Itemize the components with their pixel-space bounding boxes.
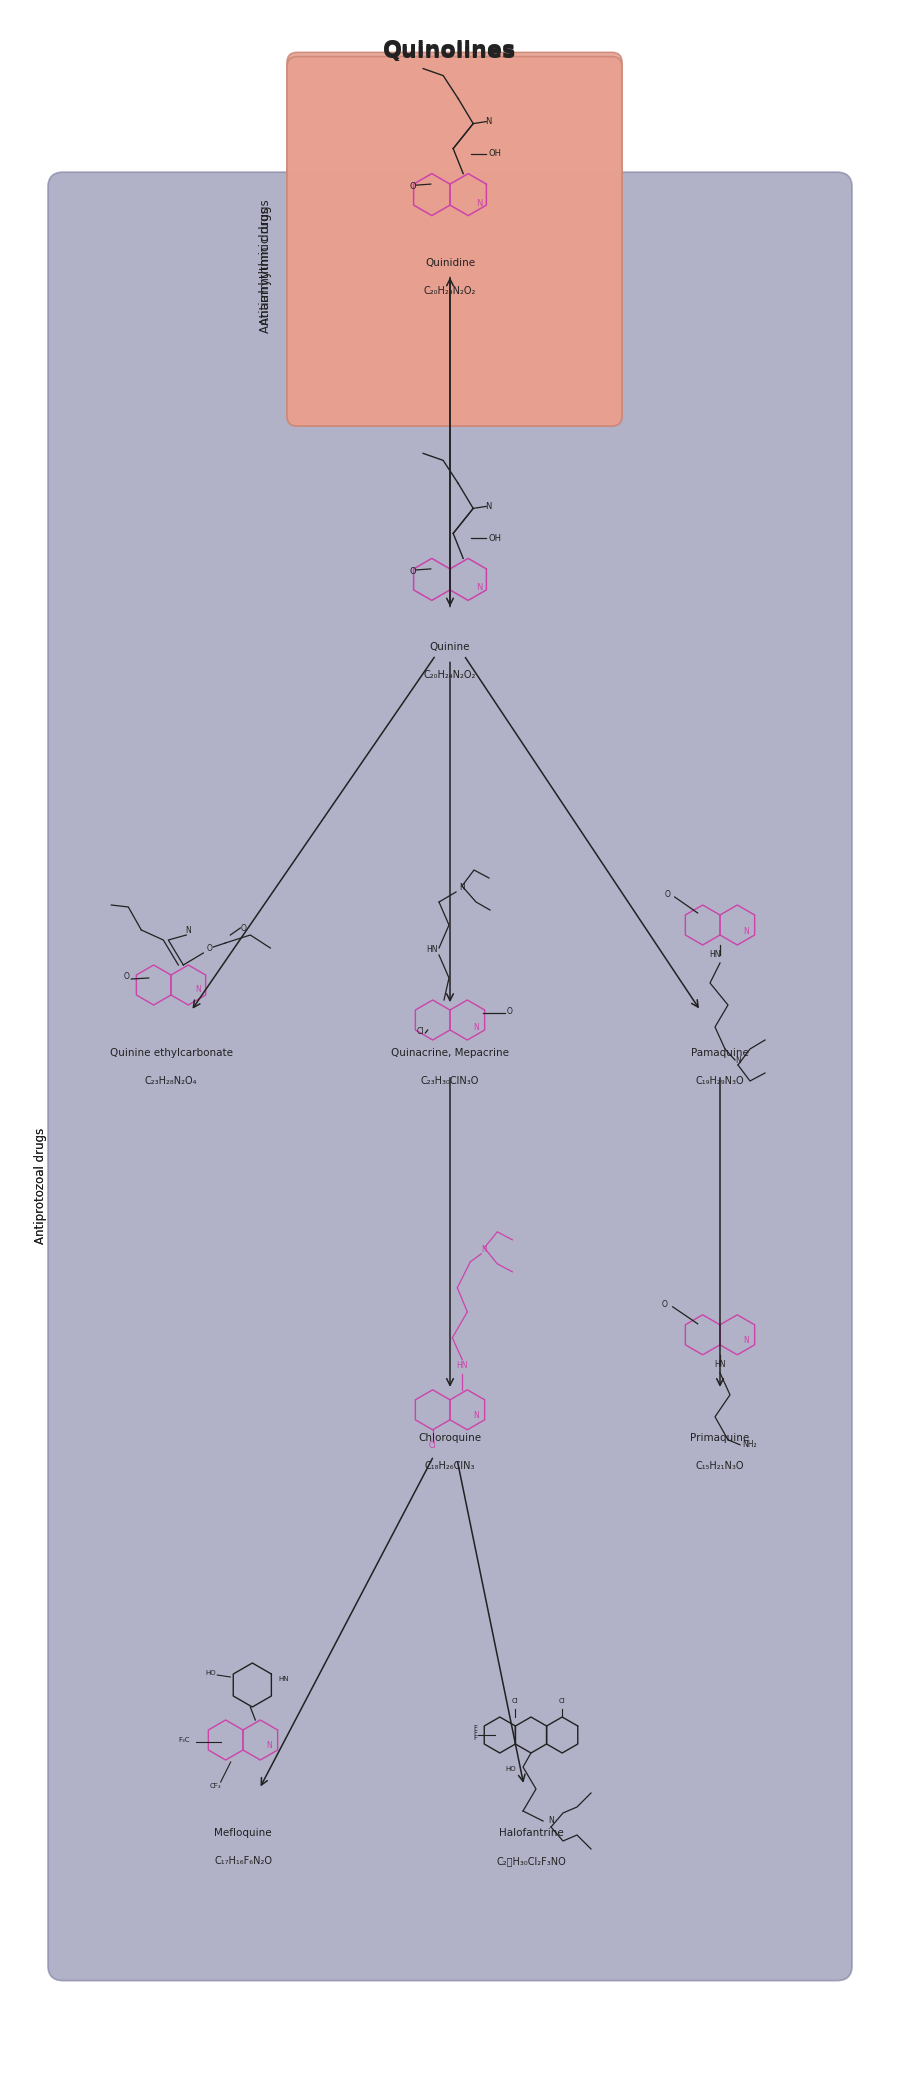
Text: C₂₃H₂₈N₂O₄: C₂₃H₂₈N₂O₄ [145,1075,197,1086]
Text: Quinacrine, Mepacrine: Quinacrine, Mepacrine [391,1048,509,1059]
Text: O: O [410,181,416,191]
FancyBboxPatch shape [48,173,852,1980]
Text: Mefloquine: Mefloquine [214,1828,272,1839]
Text: Antiprotozoal drugs: Antiprotozoal drugs [34,1127,47,1244]
Text: N: N [485,116,491,127]
Text: N: N [485,501,491,512]
Text: N: N [548,1816,554,1824]
Text: N: N [195,986,202,994]
Text: HN: HN [278,1676,289,1683]
Text: C₁₉H₂₉N₃O: C₁₉H₂₉N₃O [696,1075,744,1086]
Text: Cl: Cl [512,1697,518,1704]
Text: N: N [266,1741,272,1749]
Text: O: O [410,566,416,576]
Text: O: O [240,924,247,934]
Text: Cl: Cl [559,1697,565,1704]
Text: OH: OH [488,150,501,158]
Text: Quinolines: Quinolines [383,42,517,62]
Text: Cl: Cl [417,1028,424,1036]
Text: C₁₅H₂₁N₃O: C₁₅H₂₁N₃O [696,1460,744,1471]
Text: O: O [206,944,212,953]
Text: N: N [473,1410,479,1421]
Text: O: O [507,1007,512,1015]
Text: Quinidine: Quinidine [425,258,475,268]
Text: Antiprotozoal drugs: Antiprotozoal drugs [34,1127,47,1244]
Text: Primaquine: Primaquine [690,1433,750,1444]
Text: Chloroquine: Chloroquine [418,1433,482,1444]
Text: C₁₇H₁₆F₆N₂O: C₁₇H₁₆F₆N₂O [214,1855,272,1866]
Text: F: F [472,1731,477,1737]
Text: Antiarrhythmic drugs: Antiarrhythmic drugs [259,200,272,324]
Text: O: O [662,1300,668,1308]
Text: C₁₈H₂₆ClN₃: C₁₈H₂₆ClN₃ [425,1460,475,1471]
Text: O: O [665,890,670,899]
Text: C₂₀H₂₄N₂O₂: C₂₀H₂₄N₂O₂ [424,285,476,295]
FancyBboxPatch shape [48,173,852,1980]
Text: Pamaquine: Pamaquine [691,1048,749,1059]
Text: N: N [476,198,483,208]
Text: HO: HO [506,1766,517,1772]
Text: F: F [472,1735,477,1741]
Text: Quinine: Quinine [430,643,470,653]
FancyBboxPatch shape [287,56,622,426]
Text: Antiarrhythmic drugs: Antiarrhythmic drugs [259,208,272,333]
Text: N: N [735,1057,741,1065]
Text: CF₃: CF₃ [210,1783,221,1789]
Text: Quinine ethylcarbonate: Quinine ethylcarbonate [110,1048,232,1059]
Text: NH₂: NH₂ [742,1439,757,1450]
Text: N: N [743,928,749,936]
FancyBboxPatch shape [287,52,622,426]
Text: HN: HN [709,951,721,959]
Text: C₂⁦H₃₀Cl₂F₃NO: C₂⁦H₃₀Cl₂F₃NO [496,1855,566,1866]
Text: F₃C: F₃C [178,1737,189,1743]
Text: N: N [482,1244,487,1254]
Text: OH: OH [488,535,501,543]
Text: HN: HN [456,1360,468,1371]
Text: HO: HO [205,1670,216,1676]
Text: N: N [743,1335,749,1346]
Text: Halofantrine: Halofantrine [499,1828,563,1839]
Text: Cl: Cl [429,1441,436,1450]
Text: Quinolines: Quinolines [383,40,517,60]
Text: N: N [473,1023,479,1032]
Text: C₂₃H₃₀ClN₃O: C₂₃H₃₀ClN₃O [421,1075,479,1086]
Text: N: N [459,884,465,892]
Text: N: N [476,582,483,593]
Text: HN: HN [427,944,437,955]
Text: C₂₀H₂₄N₂O₂: C₂₀H₂₄N₂O₂ [424,670,476,680]
Text: F: F [472,1724,477,1731]
Text: HN: HN [715,1360,725,1369]
Text: O: O [123,971,130,982]
Text: N: N [185,926,191,936]
